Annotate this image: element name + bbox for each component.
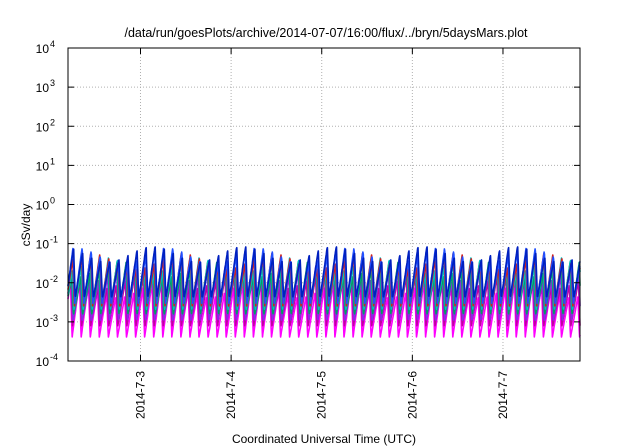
y-tick-exponent: -3 bbox=[50, 313, 58, 323]
y-tick-base: 10 bbox=[36, 42, 50, 56]
chart-title: /data/run/goesPlots/archive/2014-07-07/1… bbox=[124, 26, 528, 40]
y-axis-label: cSv/day bbox=[19, 204, 33, 247]
x-tick-label: 2014-7-6 bbox=[405, 371, 419, 419]
x-tick-label: 2014-7-7 bbox=[496, 371, 510, 419]
y-tick-label: 10 2 bbox=[36, 117, 55, 134]
y-tick-label: 10 -3 bbox=[36, 313, 58, 330]
series-group bbox=[67, 246, 581, 338]
x-tick-label: 2014-7-5 bbox=[315, 371, 329, 419]
y-tick-label: 10 1 bbox=[36, 156, 55, 173]
series-line bbox=[67, 280, 581, 338]
y-tick-base: 10 bbox=[36, 199, 50, 213]
y-tick-exponent: 4 bbox=[50, 39, 55, 49]
x-axis-label: Coordinated Universal Time (UTC) bbox=[232, 432, 416, 446]
y-tick-label: 10 0 bbox=[36, 196, 55, 213]
y-tick-base: 10 bbox=[36, 277, 50, 291]
y-tick-label: 10 4 bbox=[36, 39, 55, 56]
y-tick-label: 10 -2 bbox=[36, 274, 58, 291]
y-tick-label: 10 -4 bbox=[36, 352, 58, 369]
x-tick-label: 2014-7-3 bbox=[133, 371, 147, 419]
y-tick-exponent: 1 bbox=[50, 156, 55, 166]
y-tick-label: 10 -1 bbox=[36, 235, 58, 252]
y-tick-exponent: 2 bbox=[50, 117, 55, 127]
y-tick-exponent: 0 bbox=[50, 196, 55, 206]
y-tick-exponent: 3 bbox=[50, 78, 55, 88]
y-tick-base: 10 bbox=[36, 120, 50, 134]
series-line bbox=[67, 246, 581, 298]
y-tick-base: 10 bbox=[36, 316, 50, 330]
y-tick-base: 10 bbox=[36, 238, 50, 252]
y-tick-exponent: -1 bbox=[50, 235, 58, 245]
x-tick-label: 2014-7-4 bbox=[224, 371, 238, 419]
y-tick-exponent: -2 bbox=[50, 274, 58, 284]
y-tick-label: 10 3 bbox=[36, 78, 55, 95]
y-tick-exponent: -4 bbox=[50, 352, 58, 362]
y-tick-base: 10 bbox=[36, 159, 50, 173]
y-tick-base: 10 bbox=[36, 81, 50, 95]
y-tick-base: 10 bbox=[36, 355, 50, 369]
x-axis: 2014-7-3 2014-7-4 2014-7-5 2014-7-6 2014-7-7 bbox=[133, 48, 510, 419]
